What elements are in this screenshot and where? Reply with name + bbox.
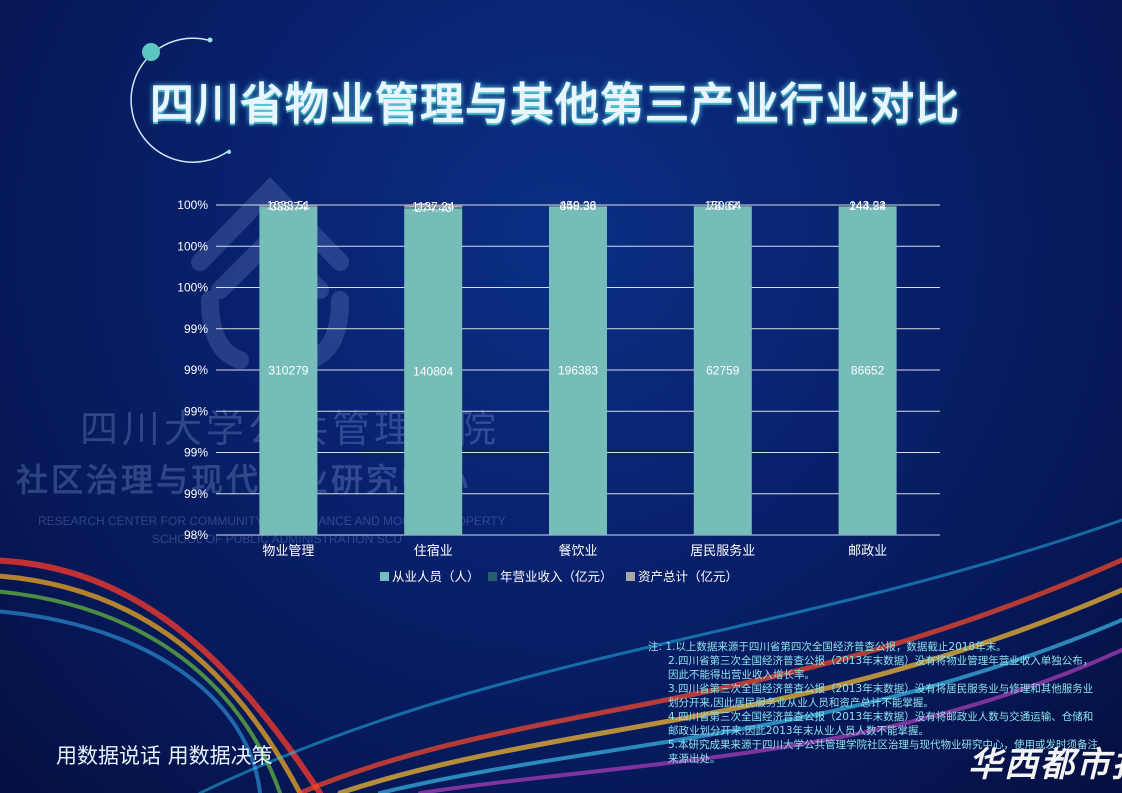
- legend-swatch: [626, 572, 635, 581]
- footnotes: 注: 1.以上数据来源于四川省第四次全国经济普查公报，数据截止2018年末。 2…: [648, 640, 1100, 766]
- y-tick-label: 99%: [184, 487, 208, 501]
- bar-segment: [838, 205, 897, 207]
- footnote-2: 2.四川省第三次全国经济普查公报（2013年末数据）没有将物业管理年营业收入单独…: [668, 655, 1094, 681]
- data-label: 348.38: [560, 199, 597, 213]
- x-tick-label: 餐饮业: [558, 543, 597, 559]
- y-tick-label: 100%: [177, 239, 208, 253]
- footnote-3: 3.四川省第三次全国经济普查公报（2013年末数据）没有将居民服务业与修理和其他…: [668, 683, 1094, 709]
- slogan-text: 用数据说话 用数据决策: [56, 744, 273, 768]
- light-waves: [0, 518, 1122, 793]
- legend-swatch: [380, 572, 389, 581]
- data-label: 1137.24: [412, 199, 455, 213]
- data-label: 140804: [413, 365, 453, 379]
- bar-segment: [404, 205, 463, 208]
- footnote-1: 注: 1.以上数据来源于四川省第四次全国经济普查公报，数据截止2018年末。: [648, 641, 1007, 653]
- brand-logo-text: 华西都市报: [968, 745, 1122, 785]
- data-label: 274.46: [415, 201, 452, 215]
- data-label: 150.64: [704, 198, 741, 212]
- x-axis-tick-labels: 物业管理 住宿业 餐饮业 居民服务业 邮政业: [262, 543, 887, 559]
- data-label: 459.36: [560, 198, 597, 212]
- bar-segment: [549, 206, 607, 536]
- data-label: 78.87: [708, 199, 738, 213]
- y-tick-label: 99%: [184, 322, 208, 336]
- bar-segment: [838, 206, 897, 535]
- footnote-5: 5.本研究成果来源于四川大学公共管理学院社区治理与现代物业研究中心，使用或发时须…: [668, 739, 1099, 765]
- data-label: 244.54: [849, 199, 886, 213]
- data-label: 333.74: [270, 199, 307, 213]
- data-label: 1033.51: [267, 199, 311, 213]
- data-label: 62759: [706, 364, 740, 378]
- page-title: 四川省物业管理与其他第三产业行业对比: [150, 79, 960, 130]
- footnote-4: 4.四川省第三次全国经济普查公报（2013年末数据）没有将邮政业人数与交通运输、…: [668, 711, 1094, 737]
- x-tick-label: 物业管理: [262, 544, 314, 559]
- y-axis-tick-labels: 98% 99% 99% 99% 99% 99% 100% 100% 100%: [177, 198, 208, 542]
- legend-label: 资产总计（亿元）: [638, 569, 738, 584]
- bar-segment: [549, 205, 607, 206]
- bar-segment: [693, 206, 752, 536]
- data-label: 310279: [268, 364, 308, 378]
- bar-segment: [838, 205, 897, 206]
- data-label: 196383: [558, 364, 598, 378]
- bar-segment: [259, 205, 318, 207]
- legend-label: 年营业收入（亿元）: [500, 569, 613, 584]
- chart-legend: 从业人员（人） 年营业收入（亿元） 资产总计（亿元）: [380, 569, 738, 584]
- bar-segment: [404, 207, 463, 209]
- data-label: 86652: [851, 364, 885, 378]
- watermark-text-line2: 社区治理与现代物业研究中心: [16, 461, 472, 499]
- title-ring-arc: [130, 37, 231, 163]
- x-tick-label: 邮政业: [848, 544, 887, 559]
- bar-segment: [404, 208, 463, 535]
- legend-label: 从业人员（人）: [392, 569, 480, 584]
- y-tick-label: 100%: [177, 281, 208, 295]
- title-ring-dot: [142, 43, 160, 61]
- legend-swatch: [488, 572, 497, 581]
- x-tick-label: 居民服务业: [690, 543, 755, 559]
- bar-segment: [693, 205, 752, 206]
- y-tick-label: 100%: [177, 198, 208, 212]
- bar-segment: [549, 205, 607, 207]
- y-tick-label: 99%: [184, 404, 208, 418]
- y-tick-label: 99%: [184, 363, 208, 377]
- data-label: 143.22: [849, 198, 886, 212]
- x-tick-label: 住宿业: [414, 543, 453, 559]
- bar-segment: [259, 206, 318, 536]
- y-tick-label: 99%: [184, 446, 208, 460]
- y-tick-label: 98%: [184, 528, 208, 542]
